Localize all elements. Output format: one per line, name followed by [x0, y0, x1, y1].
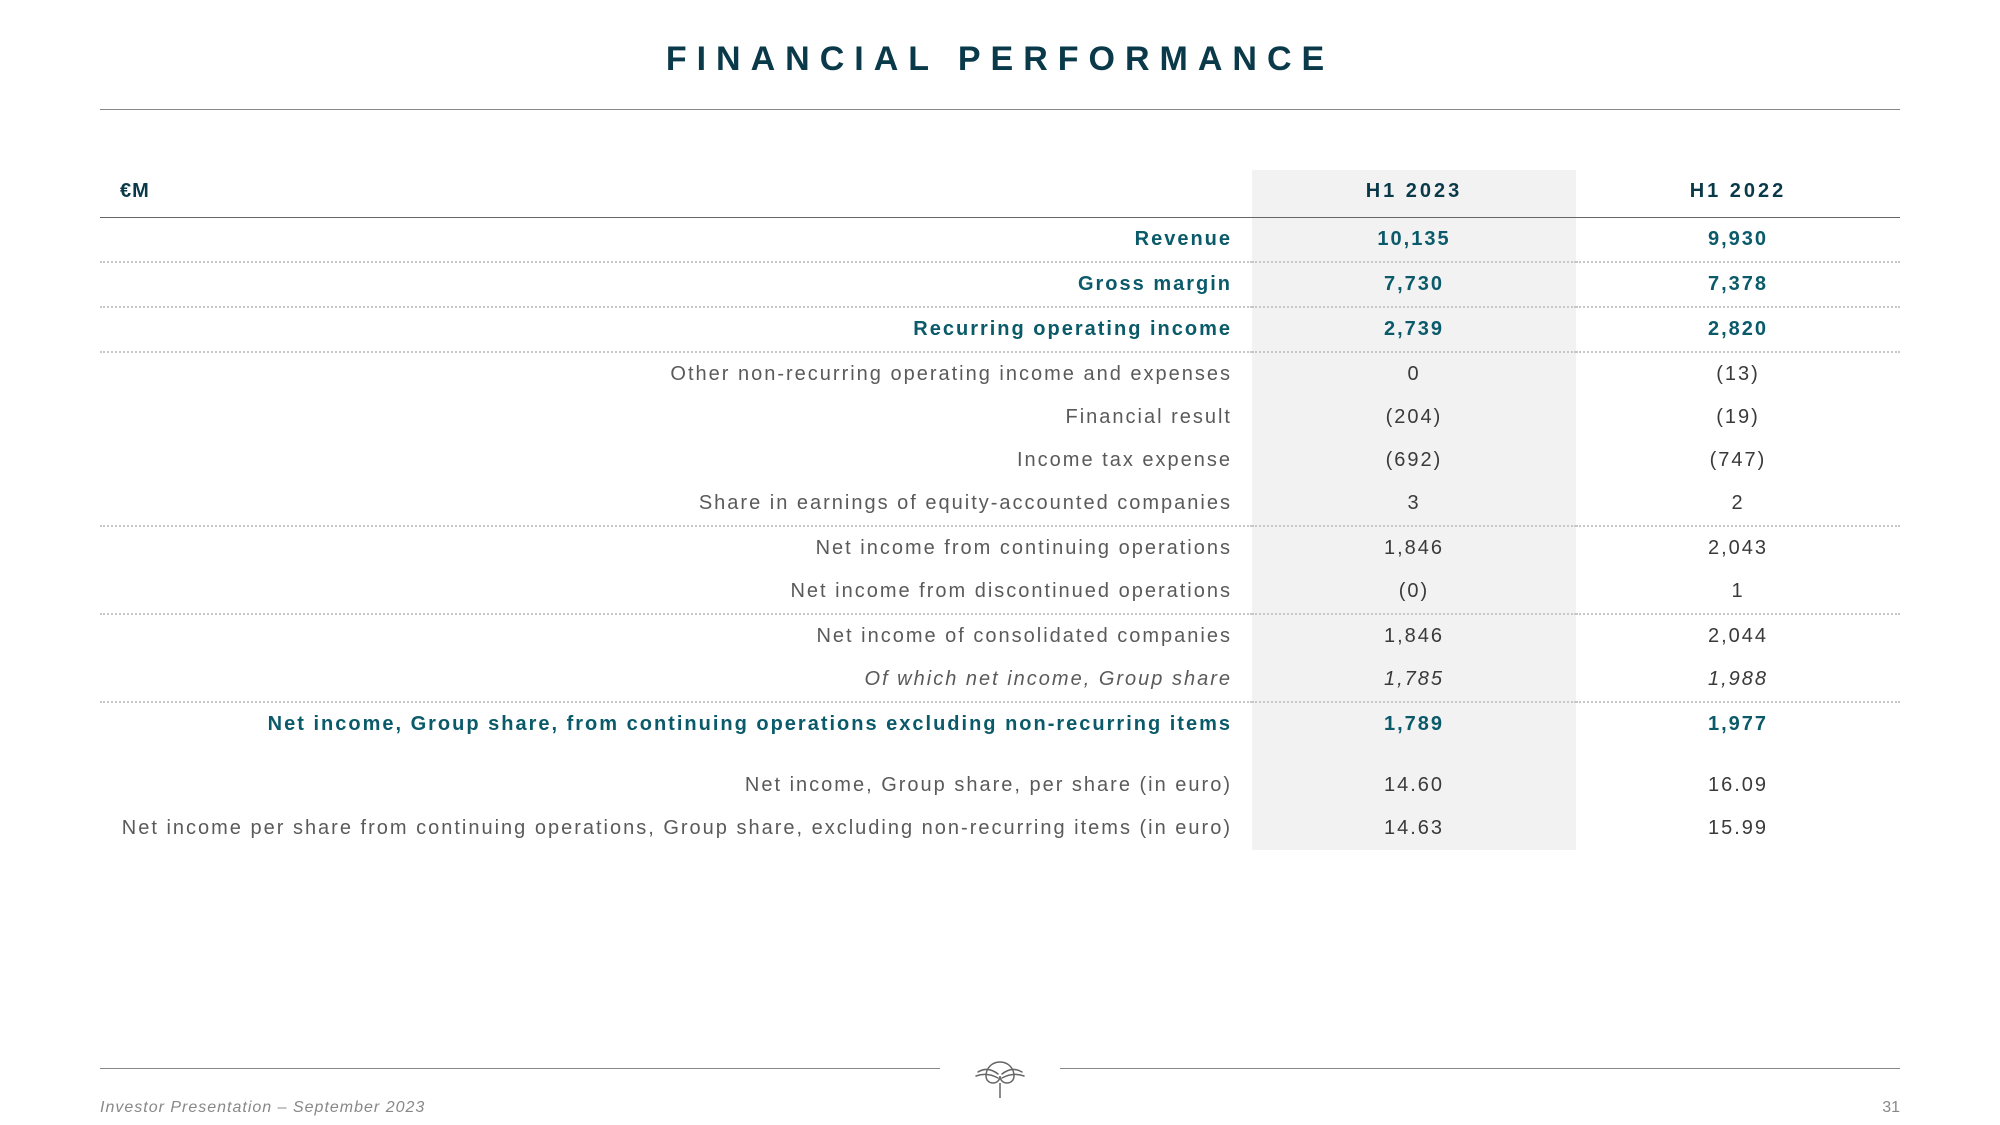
table-row: Net income, Group share, from continuing… [100, 702, 1900, 746]
row-value-2: 16.09 [1576, 746, 1900, 807]
row-value-2: 1,988 [1576, 658, 1900, 702]
row-label: Financial result [100, 396, 1252, 439]
row-value-1: 10,135 [1252, 218, 1576, 263]
row-value-2: 2,043 [1576, 526, 1900, 570]
row-label: Net income, Group share, from continuing… [100, 702, 1252, 746]
row-value-2: 1,977 [1576, 702, 1900, 746]
row-value-2: 1 [1576, 570, 1900, 614]
row-value-2: 2,820 [1576, 307, 1900, 352]
row-value-1: 1,846 [1252, 526, 1576, 570]
table-row: Net income from discontinued operations(… [100, 570, 1900, 614]
brand-logo-icon [970, 1052, 1030, 1105]
row-value-1: (204) [1252, 396, 1576, 439]
header-col-1: H1 2023 [1252, 170, 1576, 218]
footer-line-right [1060, 1068, 1900, 1069]
row-label: Income tax expense [100, 439, 1252, 482]
header-col-2: H1 2022 [1576, 170, 1900, 218]
table-row: Net income from continuing operations1,8… [100, 526, 1900, 570]
table-row: Net income of consolidated companies1,84… [100, 614, 1900, 658]
table-row: Other non-recurring operating income and… [100, 352, 1900, 396]
row-label: Other non-recurring operating income and… [100, 352, 1252, 396]
row-value-2: 2 [1576, 482, 1900, 526]
row-label: Net income, Group share, per share (in e… [100, 746, 1252, 807]
row-value-2: 15.99 [1576, 807, 1900, 850]
row-value-1: 0 [1252, 352, 1576, 396]
footer: Investor Presentation – September 2023 3… [100, 1042, 1900, 1095]
footer-caption: Investor Presentation – September 2023 [100, 1099, 425, 1117]
table-row: Income tax expense(692)(747) [100, 439, 1900, 482]
page-title: FINANCIAL PERFORMANCE [100, 40, 1900, 79]
table-row: Recurring operating income2,7392,820 [100, 307, 1900, 352]
table-row: Financial result(204)(19) [100, 396, 1900, 439]
table-row: Gross margin7,7307,378 [100, 262, 1900, 307]
row-label: Net income from discontinued operations [100, 570, 1252, 614]
row-label: Gross margin [100, 262, 1252, 307]
row-label: Net income of consolidated companies [100, 614, 1252, 658]
row-label: Net income per share from continuing ope… [100, 807, 1252, 850]
row-label: Share in earnings of equity-accounted co… [100, 482, 1252, 526]
row-value-2: (13) [1576, 352, 1900, 396]
row-value-1: 7,730 [1252, 262, 1576, 307]
table-row: Revenue10,1359,930 [100, 218, 1900, 263]
row-value-1: 3 [1252, 482, 1576, 526]
row-value-1: (0) [1252, 570, 1576, 614]
row-label: Of which net income, Group share [100, 658, 1252, 702]
footer-line-left [100, 1068, 940, 1069]
row-label: Recurring operating income [100, 307, 1252, 352]
financial-table: €M H1 2023 H1 2022 Revenue10,1359,930Gro… [100, 170, 1900, 850]
row-value-2: (747) [1576, 439, 1900, 482]
row-value-2: 7,378 [1576, 262, 1900, 307]
row-label: Revenue [100, 218, 1252, 263]
row-label: Net income from continuing operations [100, 526, 1252, 570]
title-divider [100, 109, 1900, 110]
row-value-1: 1,789 [1252, 702, 1576, 746]
page-number: 31 [1882, 1099, 1900, 1117]
header-unit: €M [100, 170, 1252, 218]
table-row: Net income per share from continuing ope… [100, 807, 1900, 850]
row-value-1: 14.60 [1252, 746, 1576, 807]
table-row: Net income, Group share, per share (in e… [100, 746, 1900, 807]
table-row: Share in earnings of equity-accounted co… [100, 482, 1900, 526]
table-row: Of which net income, Group share1,7851,9… [100, 658, 1900, 702]
row-value-1: (692) [1252, 439, 1576, 482]
row-value-2: 9,930 [1576, 218, 1900, 263]
row-value-1: 1,846 [1252, 614, 1576, 658]
row-value-1: 14.63 [1252, 807, 1576, 850]
row-value-1: 2,739 [1252, 307, 1576, 352]
table-header-row: €M H1 2023 H1 2022 [100, 170, 1900, 218]
row-value-1: 1,785 [1252, 658, 1576, 702]
row-value-2: 2,044 [1576, 614, 1900, 658]
row-value-2: (19) [1576, 396, 1900, 439]
